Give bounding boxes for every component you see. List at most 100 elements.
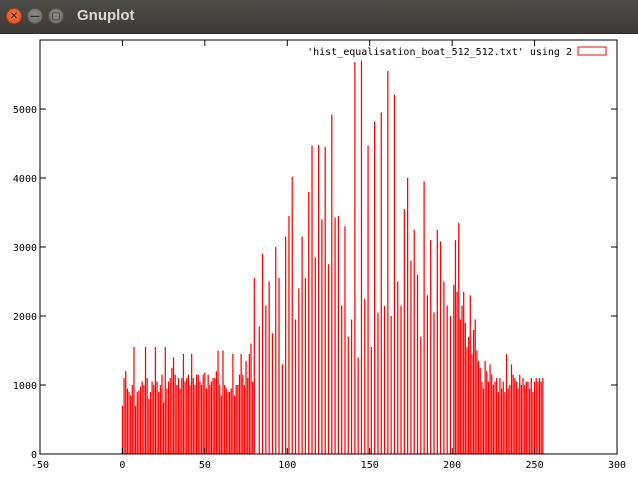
- histogram-bar: [156, 381, 158, 454]
- histogram-bar: [374, 121, 376, 455]
- histogram-bar: [176, 385, 178, 454]
- plot-area[interactable]: -50 0 50 100 150 200 250 300 0 1000 2000 3000 4000 50…: [0, 34, 638, 486]
- histogram-bar: [331, 114, 333, 455]
- title-bar[interactable]: ✕ — ▢ Gnuplot: [0, 0, 638, 34]
- histogram-bar: [410, 260, 412, 454]
- y-tick-label: 0: [31, 450, 37, 461]
- histogram-bar: [238, 374, 241, 454]
- histogram-bar: [469, 295, 471, 454]
- legend: 'hist_equalisation_boat_512_512.txt' usi…: [307, 46, 607, 58]
- histogram-bar: [247, 378, 249, 454]
- histogram-bar: [529, 388, 531, 454]
- histogram-bar: [153, 385, 155, 454]
- histogram-bar: [186, 378, 188, 454]
- histogram-bar: [423, 181, 425, 454]
- histogram-bar: [413, 229, 415, 454]
- histogram-bar: [494, 381, 496, 454]
- histogram-bar: [486, 371, 488, 454]
- histogram-bar: [464, 322, 466, 454]
- histogram-bar: [133, 347, 135, 454]
- histogram-bar: [182, 353, 185, 454]
- histogram-bar: [281, 364, 283, 454]
- histogram-bar: [194, 385, 196, 454]
- histogram-bar: [159, 385, 161, 454]
- histogram-bar: [400, 305, 402, 454]
- x-tick-label: -50: [31, 460, 49, 471]
- x-tick-label: 300: [608, 460, 626, 471]
- y-tick-label: 5000: [13, 105, 37, 116]
- histogram-bar: [514, 378, 516, 454]
- histogram-bar: [210, 381, 213, 454]
- histogram-bar: [463, 291, 465, 454]
- histogram-bar: [261, 253, 264, 454]
- histogram-bar: [146, 378, 148, 454]
- histogram-bar: [504, 391, 506, 454]
- histogram-bar: [136, 391, 138, 454]
- y-tick-label: 2000: [13, 312, 37, 323]
- histogram-bar: [489, 364, 491, 454]
- histogram-bar: [207, 374, 209, 454]
- histogram-bar: [205, 388, 208, 454]
- histogram-bar: [212, 378, 214, 454]
- histogram-bar: [167, 381, 170, 454]
- histogram-bar: [484, 360, 486, 454]
- histogram-bar: [164, 347, 166, 454]
- histogram-bar: [430, 240, 432, 454]
- histogram-bar: [507, 388, 509, 454]
- histogram-bar: [334, 217, 336, 454]
- histogram-chart[interactable]: -50 0 50 100 150 200 250 3000100020003000400050…: [0, 34, 638, 486]
- histogram-bar: [364, 298, 366, 454]
- maximize-button[interactable]: ▢: [48, 8, 64, 24]
- histogram-bar: [225, 388, 227, 454]
- histogram-bar: [278, 278, 280, 454]
- histogram-bar: [403, 209, 405, 454]
- histogram-bar: [242, 374, 244, 454]
- histogram-bar: [250, 343, 252, 454]
- histogram-bar: [416, 274, 419, 454]
- histogram-bar: [209, 385, 211, 454]
- histogram-bar: [181, 378, 183, 454]
- histogram-bar: [459, 319, 462, 454]
- close-button[interactable]: ✕: [6, 8, 22, 24]
- x-tick-label: 50: [199, 460, 211, 471]
- histogram-bar: [144, 347, 147, 454]
- histogram-bar: [532, 391, 534, 454]
- histogram-bar: [397, 281, 399, 454]
- histogram-bar: [499, 378, 501, 454]
- histogram-bar: [370, 347, 372, 454]
- window-title: Gnuplot: [77, 7, 135, 24]
- histogram-bar: [476, 350, 478, 454]
- histogram-bar: [268, 281, 270, 454]
- histogram-bar: [327, 264, 330, 454]
- histogram-bar: [126, 388, 128, 454]
- histogram-bar: [446, 305, 448, 454]
- histogram-bar: [477, 360, 480, 454]
- histogram-bar: [481, 381, 483, 454]
- histogram-bar: [258, 326, 260, 454]
- histogram-bar: [172, 357, 175, 454]
- histogram-bar: [189, 385, 191, 454]
- histogram-bar: [161, 374, 163, 454]
- histogram-bar: [517, 388, 519, 454]
- histogram-bar: [525, 381, 527, 454]
- histogram-bar: [468, 336, 470, 454]
- histogram-bar: [291, 176, 293, 454]
- histogram-bar: [497, 391, 499, 454]
- histogram-bar: [380, 112, 382, 454]
- histogram-bar: [479, 367, 481, 454]
- histogram-bar: [227, 391, 229, 454]
- histogram-bar: [537, 381, 539, 454]
- histogram-bar: [128, 391, 130, 454]
- histogram-bar: [199, 381, 201, 454]
- histogram-bar: [512, 374, 514, 454]
- histogram-bar: [487, 381, 490, 454]
- minimize-button[interactable]: —: [27, 8, 43, 24]
- histogram-bar: [177, 378, 180, 454]
- histogram-bar: [387, 71, 389, 455]
- histogram-bar: [311, 145, 313, 454]
- legend-label: 'hist_equalisation_boat_512_512.txt' usi…: [307, 47, 572, 58]
- histogram-bar: [228, 391, 231, 454]
- histogram-bar: [538, 378, 541, 454]
- histogram-bar: [243, 385, 246, 454]
